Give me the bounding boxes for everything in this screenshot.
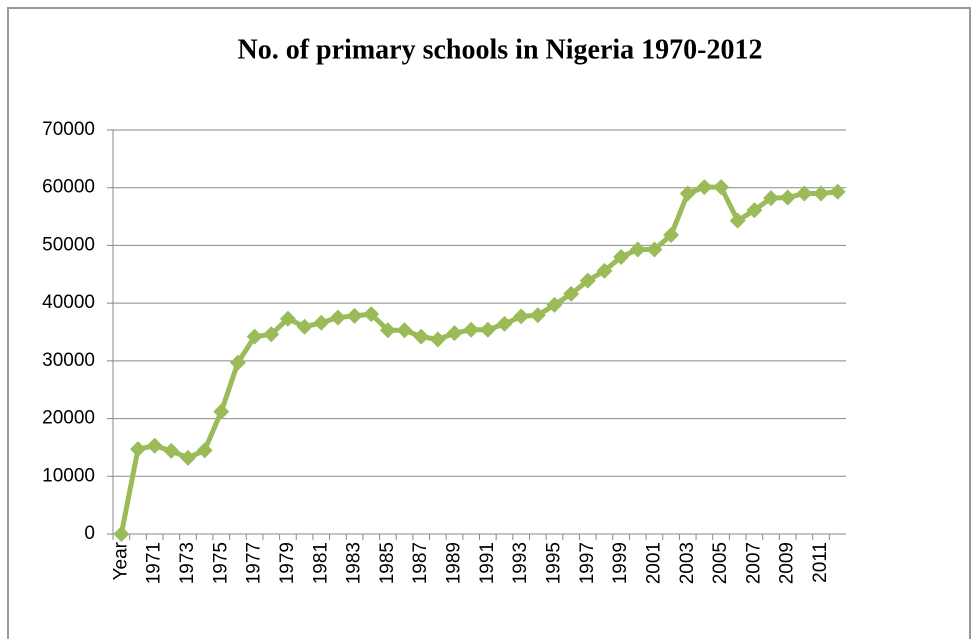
data-point	[429, 331, 446, 348]
data-point	[679, 185, 696, 202]
data-point	[479, 321, 496, 338]
data-point	[579, 272, 596, 289]
x-tick-label: 1999	[610, 542, 631, 584]
y-tick-label: 0	[84, 523, 95, 544]
data-point	[413, 328, 430, 345]
data-point	[263, 326, 280, 343]
x-tick-label: 2005	[710, 542, 731, 584]
x-tick-label: 1973	[177, 542, 198, 584]
data-point	[746, 202, 763, 219]
data-point	[563, 285, 580, 302]
data-point	[663, 227, 680, 244]
data-point	[163, 442, 180, 459]
data-point	[213, 403, 230, 420]
data-point	[763, 190, 780, 207]
x-tick-label: 1987	[410, 542, 431, 584]
data-point	[646, 241, 663, 258]
data-point	[629, 241, 646, 258]
data-point	[329, 309, 346, 326]
data-point	[613, 248, 630, 265]
x-tick-label: 1975	[210, 542, 231, 584]
x-tick-label: 1981	[310, 542, 331, 584]
y-tick-label: 50000	[42, 234, 95, 255]
y-tick-label: 10000	[42, 465, 95, 486]
data-point	[446, 325, 463, 342]
data-point	[729, 212, 746, 229]
data-point	[363, 306, 380, 323]
data-point	[246, 328, 263, 345]
data-point	[279, 310, 296, 327]
x-tick-label: 2001	[643, 542, 664, 584]
data-point	[113, 526, 130, 542]
x-tick-label: 2003	[677, 542, 698, 584]
data-point	[379, 322, 396, 339]
x-tick-label: 1993	[510, 542, 531, 584]
data-point	[396, 322, 413, 339]
chart-title: No. of primary schools in Nigeria 1970-2…	[238, 34, 763, 65]
data-point	[546, 296, 563, 313]
data-point	[596, 262, 613, 279]
x-tick-label: 1997	[577, 542, 598, 584]
x-tick-label: 1977	[244, 542, 265, 584]
data-point	[463, 321, 480, 338]
x-tick-label: 2007	[743, 542, 764, 584]
y-tick-label: 30000	[42, 350, 95, 371]
x-tick-label: 1989	[444, 542, 465, 584]
data-point	[513, 308, 530, 325]
data-point	[346, 307, 363, 324]
data-point	[779, 189, 796, 206]
chart-frame	[7, 7, 971, 639]
x-tick-label: 2011	[810, 542, 831, 583]
y-tick-label: 60000	[42, 177, 95, 198]
x-tick-label: 1971	[144, 542, 165, 584]
data-point	[296, 318, 313, 335]
data-point	[229, 354, 246, 371]
x-tick-label: 1983	[344, 542, 365, 584]
x-tick-label: 1979	[277, 542, 298, 584]
data-point	[713, 179, 730, 196]
y-tick-label: 20000	[42, 408, 95, 429]
x-tick-label: 2009	[777, 542, 798, 584]
data-point	[196, 442, 213, 459]
x-tick-label: 1991	[477, 542, 498, 584]
y-tick-label: 70000	[42, 119, 95, 140]
data-point	[146, 437, 163, 454]
data-point	[313, 314, 330, 331]
y-tick-label: 40000	[42, 292, 95, 313]
data-point	[179, 449, 196, 466]
x-tick-label: 1985	[377, 542, 398, 584]
data-point	[129, 441, 146, 458]
x-tick-label: Year	[110, 541, 131, 580]
data-point	[529, 307, 546, 324]
data-point	[696, 179, 713, 196]
data-point	[496, 315, 513, 332]
data-point	[813, 185, 830, 202]
x-tick-label: 1995	[543, 542, 564, 584]
data-point	[829, 183, 846, 200]
data-point	[796, 185, 813, 202]
